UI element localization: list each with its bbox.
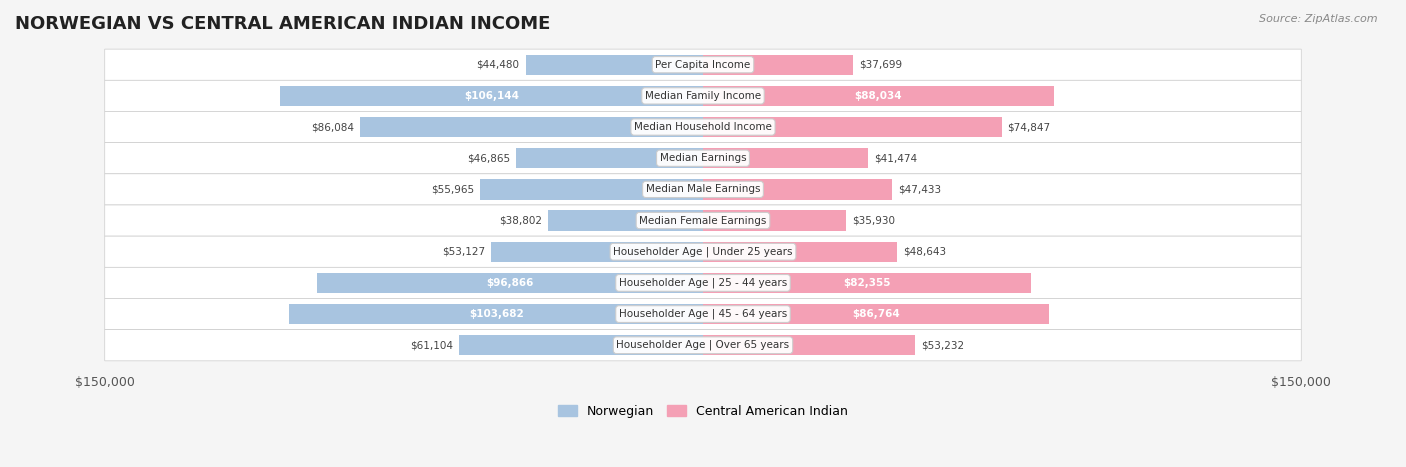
Bar (703, 179, 893, 199)
Bar (290, 304, 703, 324)
FancyBboxPatch shape (104, 205, 1302, 236)
Text: $46,865: $46,865 (467, 153, 510, 163)
Text: $103,682: $103,682 (468, 309, 523, 319)
Text: $74,847: $74,847 (1008, 122, 1050, 132)
Bar (460, 335, 703, 355)
Text: $37,699: $37,699 (859, 60, 903, 70)
Bar (280, 86, 703, 106)
FancyBboxPatch shape (104, 142, 1302, 174)
Text: Householder Age | 25 - 44 years: Householder Age | 25 - 44 years (619, 278, 787, 288)
Text: $41,474: $41,474 (875, 153, 918, 163)
Bar (491, 241, 703, 262)
FancyBboxPatch shape (104, 298, 1302, 330)
Bar (703, 117, 1001, 137)
Bar (703, 335, 915, 355)
Text: Median Family Income: Median Family Income (645, 91, 761, 101)
Text: $47,433: $47,433 (898, 184, 941, 194)
Legend: Norwegian, Central American Indian: Norwegian, Central American Indian (554, 400, 852, 423)
FancyBboxPatch shape (104, 174, 1302, 205)
Bar (516, 148, 703, 168)
Text: $44,480: $44,480 (477, 60, 520, 70)
FancyBboxPatch shape (104, 49, 1302, 80)
Text: $48,643: $48,643 (903, 247, 946, 257)
Bar (703, 211, 846, 231)
Bar (479, 179, 703, 199)
Bar (316, 273, 703, 293)
Text: $38,802: $38,802 (499, 216, 543, 226)
Bar (703, 273, 1032, 293)
Text: $96,866: $96,866 (486, 278, 533, 288)
Text: NORWEGIAN VS CENTRAL AMERICAN INDIAN INCOME: NORWEGIAN VS CENTRAL AMERICAN INDIAN INC… (15, 15, 550, 33)
Text: $53,232: $53,232 (921, 340, 965, 350)
Text: $55,965: $55,965 (430, 184, 474, 194)
Text: $82,355: $82,355 (844, 278, 891, 288)
Bar (526, 55, 703, 75)
Text: Median Female Earnings: Median Female Earnings (640, 216, 766, 226)
Text: $106,144: $106,144 (464, 91, 519, 101)
Text: $61,104: $61,104 (411, 340, 453, 350)
Text: Householder Age | 45 - 64 years: Householder Age | 45 - 64 years (619, 309, 787, 319)
Text: $86,084: $86,084 (311, 122, 354, 132)
Text: Householder Age | Under 25 years: Householder Age | Under 25 years (613, 247, 793, 257)
FancyBboxPatch shape (104, 267, 1302, 298)
FancyBboxPatch shape (104, 80, 1302, 112)
Bar (703, 241, 897, 262)
FancyBboxPatch shape (104, 236, 1302, 267)
Text: Householder Age | Over 65 years: Householder Age | Over 65 years (616, 340, 790, 351)
Bar (703, 86, 1054, 106)
Bar (548, 211, 703, 231)
Text: Per Capita Income: Per Capita Income (655, 60, 751, 70)
Text: Median Household Income: Median Household Income (634, 122, 772, 132)
Text: $86,764: $86,764 (852, 309, 900, 319)
Text: $35,930: $35,930 (852, 216, 896, 226)
Text: $53,127: $53,127 (441, 247, 485, 257)
Bar (703, 55, 853, 75)
Text: Source: ZipAtlas.com: Source: ZipAtlas.com (1260, 14, 1378, 24)
Text: Median Male Earnings: Median Male Earnings (645, 184, 761, 194)
Bar (360, 117, 703, 137)
FancyBboxPatch shape (104, 112, 1302, 142)
Text: Median Earnings: Median Earnings (659, 153, 747, 163)
Bar (703, 304, 1049, 324)
FancyBboxPatch shape (104, 330, 1302, 361)
Bar (703, 148, 869, 168)
Text: $88,034: $88,034 (855, 91, 903, 101)
